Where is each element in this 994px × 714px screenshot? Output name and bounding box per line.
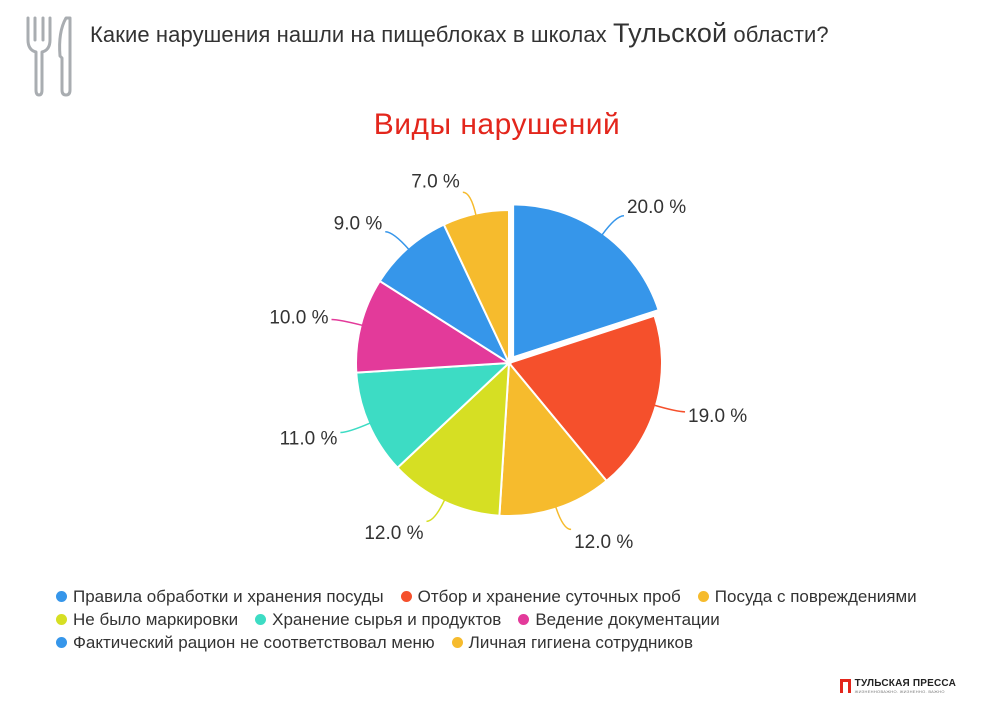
legend-label: Посуда с повреждениями [714, 586, 917, 606]
legend-label: Отбор и хранение суточных проб [417, 586, 681, 606]
pie-leader-line [385, 230, 410, 251]
legend-label: Ведение документации [535, 609, 720, 629]
headline-region: Тульской [613, 18, 728, 48]
headline-text-after: области? [727, 22, 829, 47]
legend-swatch [400, 591, 412, 602]
brand-name: ТУЛЬСКАЯ ПРЕССА [854, 678, 956, 689]
legend-item: Не было маркировки [56, 610, 238, 630]
legend-label: Фактический рацион не соответствовал мен… [73, 632, 435, 652]
pie-leader-line [331, 318, 363, 327]
legend-row: Фактический рацион не соответствовал мен… [56, 631, 986, 654]
legend-item: Посуда с повреждениями [697, 586, 917, 607]
legend-item: Хранение сырья и продуктов [255, 610, 501, 630]
brand-logo-icon [839, 679, 851, 693]
legend-swatch [255, 614, 267, 625]
pie-value-label: 7.0 % [411, 172, 460, 193]
legend-swatch [56, 637, 67, 648]
legend-row: Не было маркировки Хранение сырья и проду… [56, 608, 986, 631]
legend-label: Не было маркировки [73, 609, 239, 629]
chart-legend: Правила обработки и хранения посуды Отбор… [56, 585, 986, 654]
legend-label: Личная гигиена сотрудников [468, 632, 694, 652]
legend-label: Хранение сырья и продуктов [272, 609, 502, 629]
legend-item: Правила обработки и хранения посуды [56, 587, 384, 607]
pie-leader-line [601, 215, 625, 236]
pie-leader-line [653, 404, 686, 413]
brand-tagline: ЖИЗНЕННОВАЖНО. ЖИЗНЕННО. ВАЖНО [854, 689, 945, 694]
legend-swatch [697, 591, 709, 602]
legend-item: Отбор и хранение суточных проб [400, 586, 681, 607]
legend-swatch [56, 591, 67, 602]
pie-value-label: 20.0 % [627, 197, 686, 218]
pie-leader-line [340, 422, 371, 434]
headline-text-before: Какие нарушения нашли на пищеблоках в шк… [90, 22, 613, 47]
pie-value-label: 12.0 % [574, 532, 633, 553]
legend-swatch [451, 637, 463, 648]
legend-swatch [518, 614, 530, 625]
pie-value-label: 11.0 % [280, 428, 338, 449]
pie-value-label: 10.0 % [269, 307, 328, 328]
legend-row: Правила обработки и хранения посуды Отбор… [56, 585, 986, 608]
legend-label: Правила обработки и хранения посуды [73, 586, 384, 606]
pie-value-label: 12.0 % [364, 523, 423, 544]
legend-item: Ведение документации [518, 609, 720, 630]
pie-value-label: 9.0 % [334, 214, 383, 235]
brand-logo: ТУЛЬСКАЯ ПРЕССА ЖИЗНЕННОВАЖНО. ЖИЗНЕННО.… [839, 678, 956, 694]
fork-knife-icon [26, 16, 72, 97]
pie-leader-line [554, 506, 572, 531]
page-headline: Какие нарушения нашли на пищеблоках в шк… [90, 18, 829, 49]
legend-swatch [56, 614, 67, 625]
legend-item: Личная гигиена сотрудников [451, 632, 694, 653]
pie-value-label: 19.0 % [688, 406, 747, 427]
pie-leader-line [426, 499, 446, 523]
legend-item: Фактический рацион не соответствовал мен… [56, 633, 435, 653]
chart-title: Виды нарушений [373, 108, 621, 141]
pie-leader-line [462, 191, 477, 216]
